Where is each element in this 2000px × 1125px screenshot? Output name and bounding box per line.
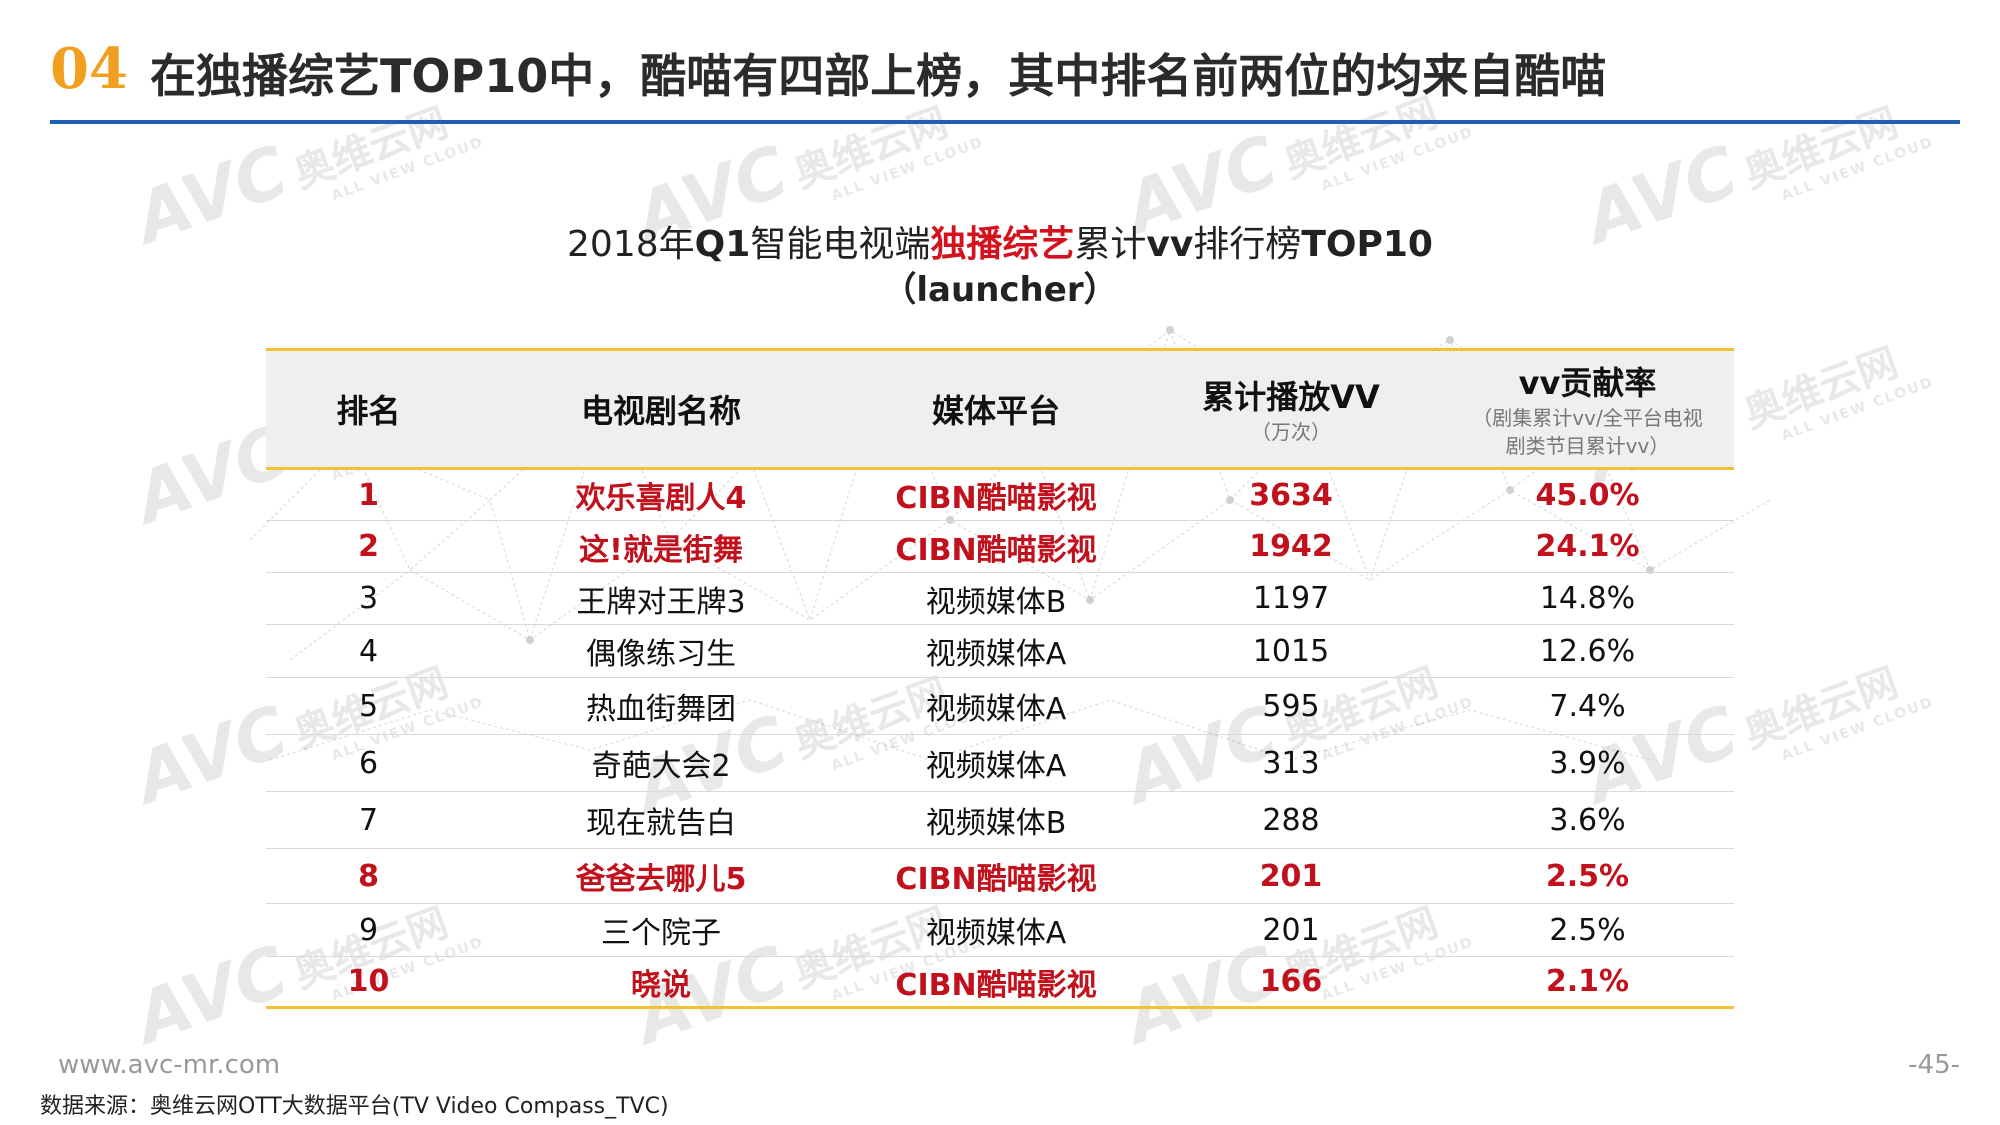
cell-vv: 201 [1141, 903, 1441, 957]
header-platform: 媒体平台 [851, 348, 1141, 470]
header-share-note: （剧集累计vv/全平台电视 [1472, 406, 1703, 430]
section-number: 04 [50, 36, 128, 102]
table-row: 4 偶像练习生 视频媒体A 1015 12.6% [266, 624, 1734, 678]
title-part: 累计 [1074, 224, 1147, 265]
header-vv-label: 累计播放VV [1202, 378, 1380, 416]
table-row: 1 欢乐喜剧人4 CIBN酷喵影视 3634 45.0% [266, 468, 1734, 521]
cell-platform: 视频媒体B [851, 791, 1141, 849]
cell-vv: 1015 [1141, 624, 1441, 678]
header-share-note: 剧类节目累计vv） [1505, 434, 1670, 458]
cell-vv: 1942 [1141, 520, 1441, 573]
cell-rank: 1 [266, 468, 471, 521]
cell-rank: 9 [266, 903, 471, 957]
table-row: 3 王牌对王牌3 视频媒体B 1197 14.8% [266, 572, 1734, 625]
cell-platform: 视频媒体A [851, 734, 1141, 792]
cell-name: 偶像练习生 [471, 624, 851, 678]
cell-name: 这!就是街舞 [471, 520, 851, 573]
watermark-en: ALL VIEW CLOUD [1779, 374, 1937, 445]
header-vv-unit: （万次） [1251, 420, 1331, 444]
table-row: 7 现在就告白 视频媒体B 288 3.6% [266, 791, 1734, 849]
table-row: 2 这!就是街舞 CIBN酷喵影视 1942 24.1% [266, 520, 1734, 573]
cell-share: 3.6% [1441, 791, 1734, 849]
cell-name: 三个院子 [471, 903, 851, 957]
title-part: 2018年 [567, 224, 695, 265]
page-number: -45- [1908, 1050, 1960, 1080]
cell-platform: 视频媒体A [851, 624, 1141, 678]
table-row: 8 爸爸去哪儿5 CIBN酷喵影视 201 2.5% [266, 848, 1734, 904]
cell-name: 热血街舞团 [471, 677, 851, 735]
header-vv: 累计播放VV （万次） [1141, 348, 1441, 470]
slide-header: 04 在独播综艺TOP10中，酷喵有四部上榜，其中排名前两位的均来自酷喵 [50, 30, 1960, 120]
cell-share: 2.1% [1441, 956, 1734, 1009]
table-title: 2018年Q1智能电视端独播综艺累计vv排行榜TOP10 [0, 215, 2000, 267]
cell-platform: CIBN酷喵影视 [851, 848, 1141, 904]
cell-platform: CIBN酷喵影视 [851, 520, 1141, 573]
watermark-en: ALL VIEW CLOUD [1319, 124, 1477, 195]
header-rank: 排名 [266, 348, 471, 470]
cell-vv: 3634 [1141, 468, 1441, 521]
title-part: TOP10 [1301, 224, 1433, 265]
cell-name: 现在就告白 [471, 791, 851, 849]
title-part: 排行榜 [1193, 224, 1302, 265]
footer-source: 数据来源：奥维云网OTT大数据平台(TV Video Compass_TVC) [40, 1094, 669, 1119]
table-row: 5 热血街舞团 视频媒体A 595 7.4% [266, 677, 1734, 735]
cell-share: 3.9% [1441, 734, 1734, 792]
header-name: 电视剧名称 [471, 348, 851, 470]
table-row: 10 晓说 CIBN酷喵影视 166 2.1% [266, 956, 1734, 1009]
header-share-label: vv贡献率 [1518, 364, 1657, 402]
cell-vv: 201 [1141, 848, 1441, 904]
cell-rank: 2 [266, 520, 471, 573]
cell-share: 7.4% [1441, 677, 1734, 735]
cell-share: 45.0% [1441, 468, 1734, 521]
cell-name: 王牌对王牌3 [471, 572, 851, 625]
cell-rank: 3 [266, 572, 471, 625]
title-part: vv [1146, 224, 1194, 265]
cell-platform: 视频媒体A [851, 903, 1141, 957]
cell-rank: 4 [266, 624, 471, 678]
cell-share: 12.6% [1441, 624, 1734, 678]
header-divider [50, 120, 1960, 124]
cell-vv: 1197 [1141, 572, 1441, 625]
table-row: 6 奇葩大会2 视频媒体A 313 3.9% [266, 734, 1734, 792]
cell-rank: 10 [266, 956, 471, 1009]
cell-name: 欢乐喜剧人4 [471, 468, 851, 521]
ranking-table: 排名 电视剧名称 媒体平台 累计播放VV （万次） vv贡献率 （剧集累计vv/… [266, 348, 1734, 1009]
cell-share: 2.5% [1441, 848, 1734, 904]
cell-name: 晓说 [471, 956, 851, 1009]
cell-vv: 288 [1141, 791, 1441, 849]
cell-rank: 5 [266, 677, 471, 735]
cell-platform: 视频媒体A [851, 677, 1141, 735]
cell-share: 2.5% [1441, 903, 1734, 957]
watermark-cn: 奥维云网 [1737, 659, 1905, 758]
table-header-row: 排名 电视剧名称 媒体平台 累计播放VV （万次） vv贡献率 （剧集累计vv/… [266, 348, 1734, 470]
watermark-en: ALL VIEW CLOUD [829, 134, 987, 205]
cell-rank: 7 [266, 791, 471, 849]
footer-website: www.avc-mr.com [58, 1050, 281, 1080]
watermark-en: ALL VIEW CLOUD [329, 134, 487, 205]
title-highlight: 独播综艺 [930, 224, 1075, 265]
slide-title: 在独播综艺TOP10中，酷喵有四部上榜，其中排名前两位的均来自酷喵 [150, 49, 1607, 103]
cell-name: 爸爸去哪儿5 [471, 848, 851, 904]
cell-platform: 视频媒体B [851, 572, 1141, 625]
title-part: 智能电视端 [750, 224, 931, 265]
cell-vv: 313 [1141, 734, 1441, 792]
cell-rank: 6 [266, 734, 471, 792]
header-share: vv贡献率 （剧集累计vv/全平台电视 剧类节目累计vv） [1441, 348, 1734, 470]
cell-rank: 8 [266, 848, 471, 904]
cell-name: 奇葩大会2 [471, 734, 851, 792]
table-subtitle: （launcher） [882, 270, 1118, 310]
cell-platform: CIBN酷喵影视 [851, 468, 1141, 521]
cell-vv: 595 [1141, 677, 1441, 735]
watermark-en: ALL VIEW CLOUD [1779, 134, 1937, 205]
table-row: 9 三个院子 视频媒体A 201 2.5% [266, 903, 1734, 957]
title-part: Q1 [694, 224, 751, 265]
cell-platform: CIBN酷喵影视 [851, 956, 1141, 1009]
cell-share: 14.8% [1441, 572, 1734, 625]
watermark-cn: 奥维云网 [1737, 339, 1905, 438]
cell-share: 24.1% [1441, 520, 1734, 573]
watermark-en: ALL VIEW CLOUD [1779, 694, 1937, 765]
cell-vv: 166 [1141, 956, 1441, 1009]
